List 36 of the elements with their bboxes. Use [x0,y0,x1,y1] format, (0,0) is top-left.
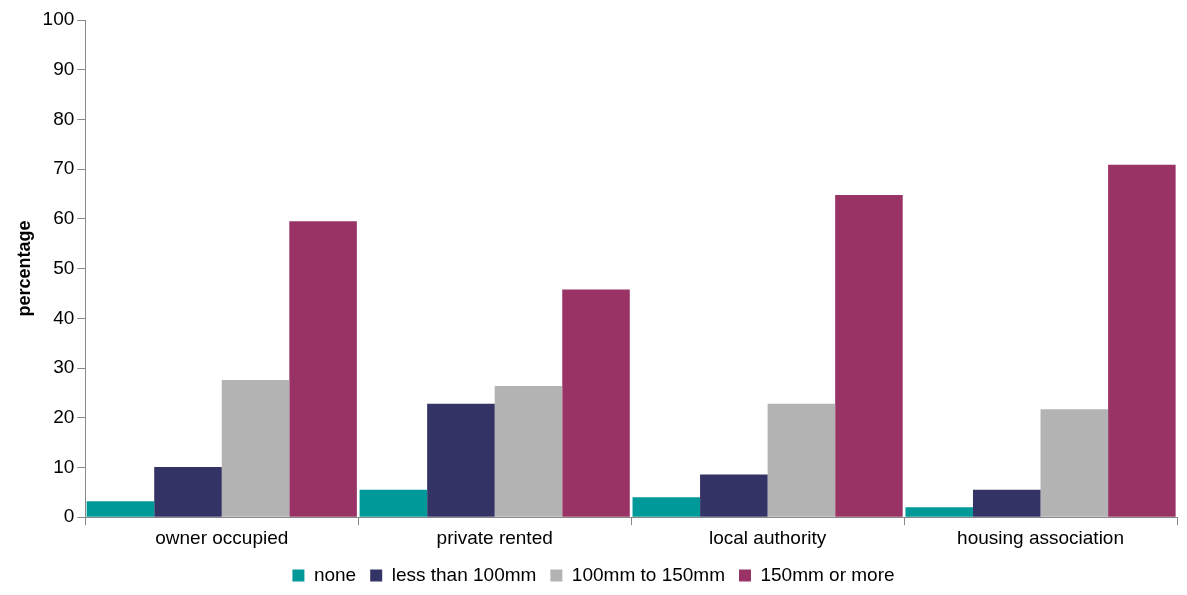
y-tick-label: 70 [53,157,75,179]
legend-label: none [313,563,357,585]
bar [905,507,973,517]
y-tick-label: 20 [53,405,75,427]
bar [972,489,1041,517]
y-tick-label: 80 [53,107,75,129]
y-tick-label: 50 [53,256,75,278]
bar [427,403,495,517]
y-tick-label: 100 [42,8,75,30]
y-tick-label: 60 [53,207,75,229]
bar [1040,409,1109,517]
x-tick-label: private rented [436,526,553,548]
bar [494,385,563,517]
y-tick-label: 40 [53,306,75,328]
bar [562,289,630,517]
y-tick-label: 90 [53,57,75,79]
bar [154,466,222,517]
bar [835,195,903,517]
bar [632,497,701,517]
x-tick-label: housing association [957,526,1124,548]
bar [1108,164,1176,517]
legend-label: 100mm to 150mm [571,563,725,585]
y-tick-label: 0 [63,505,75,527]
bar [359,489,428,517]
bar [221,379,290,517]
y-tick-label: 30 [53,356,75,378]
legend-label: less than 100mm [391,563,537,585]
bar [289,221,357,517]
bar [767,403,836,517]
x-tick-label: local authority [709,526,827,548]
bar [700,474,768,517]
legend-label: 150mm or more [760,563,895,585]
x-tick-label: owner occupied [155,526,289,548]
y-tick-label: 10 [53,455,75,477]
bar [86,501,155,517]
y-axis-title: percentage [13,220,34,317]
